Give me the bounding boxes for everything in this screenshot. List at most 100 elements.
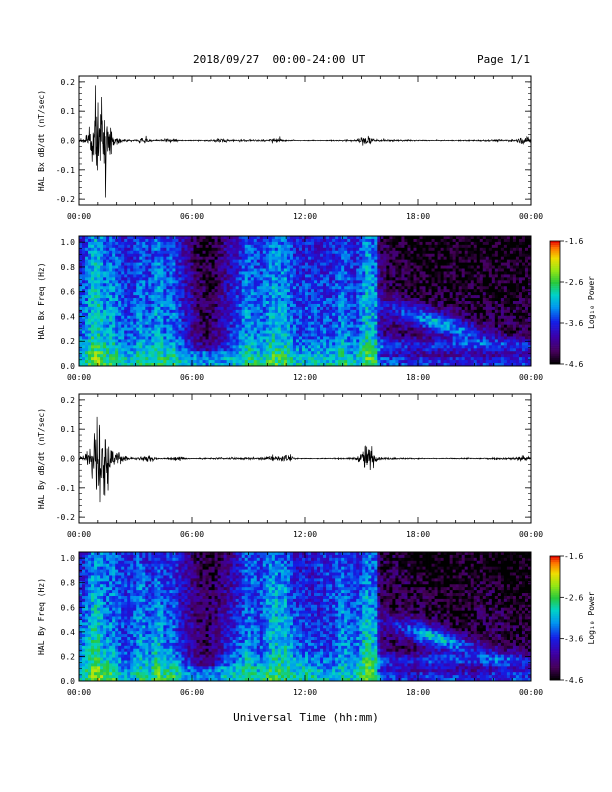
- heatmap-cell: [178, 271, 182, 275]
- heatmap-cell: [199, 274, 203, 278]
- heatmap-cell: [187, 327, 191, 331]
- heatmap-cell: [380, 321, 384, 326]
- heatmap-cell: [407, 321, 411, 326]
- heatmap-cell: [124, 351, 128, 355]
- heatmap-cell: [298, 339, 303, 343]
- heatmap-cell: [401, 345, 405, 349]
- heatmap-cell: [82, 363, 86, 367]
- heatmap-cell: [142, 348, 146, 352]
- heatmap-cell: [103, 259, 107, 263]
- heatmap-cell: [88, 348, 92, 352]
- heatmap-cell: [241, 348, 246, 352]
- heatmap-cell: [356, 265, 360, 269]
- heatmap-cell: [308, 315, 312, 320]
- heatmap-cell: [133, 286, 137, 290]
- heatmap-cell: [202, 333, 206, 337]
- heatmap-cell: [190, 345, 194, 349]
- heatmap-cell: [97, 342, 101, 346]
- heatmap-cell: [220, 312, 225, 317]
- heatmap-cell: [160, 348, 164, 352]
- heatmap-cell: [311, 345, 315, 349]
- heatmap-cell: [356, 345, 360, 349]
- heatmap-cell: [154, 289, 158, 293]
- heatmap-cell: [106, 342, 110, 346]
- heatmap-cell: [181, 301, 185, 305]
- heatmap-cell: [79, 354, 83, 358]
- heatmap-cell: [380, 283, 384, 287]
- heatmap-cell: [121, 292, 125, 296]
- heatmap-cell: [169, 292, 173, 296]
- heatmap-cell: [338, 315, 342, 320]
- heatmap-cell: [389, 330, 393, 334]
- heatmap-cell: [386, 312, 390, 317]
- heatmap-cell: [344, 262, 348, 266]
- heatmap-cell: [362, 265, 366, 269]
- heatmap-cell: [94, 262, 98, 266]
- heatmap-cell: [175, 354, 179, 358]
- heatmap-cell: [172, 286, 176, 290]
- heatmap-cell: [109, 244, 113, 249]
- heatmap-cell: [280, 286, 285, 290]
- heatmap-cell: [190, 333, 194, 337]
- heatmap-cell: [124, 259, 128, 263]
- heatmap-cell: [292, 241, 297, 246]
- heatmap-cell: [317, 283, 321, 287]
- heatmap-cell: [332, 259, 336, 263]
- heatmap-cell: [244, 360, 249, 364]
- heatmap-cell: [112, 345, 116, 349]
- heatmap-cell: [353, 333, 357, 337]
- heatmap-cell: [407, 259, 411, 263]
- heatmap-cell: [380, 339, 384, 343]
- heatmap-cell: [214, 309, 219, 314]
- heatmap-cell: [389, 241, 393, 246]
- heatmap-cell: [172, 312, 176, 317]
- heatmap-cell: [286, 330, 291, 334]
- heatmap-cell: [383, 289, 387, 293]
- heatmap-cell: [94, 283, 98, 287]
- heatmap-cell: [371, 301, 375, 305]
- heatmap-cell: [247, 265, 252, 269]
- heatmap-cell: [178, 256, 182, 261]
- heatmap-cell: [172, 321, 176, 326]
- heatmap-cell: [181, 236, 185, 240]
- heatmap-cell: [229, 357, 234, 361]
- heatmap-cell: [229, 271, 234, 275]
- heatmap-cell: [136, 303, 140, 308]
- heatmap-cell: [338, 298, 342, 302]
- heatmap-cell: [85, 324, 89, 328]
- heatmap-cell: [202, 336, 206, 340]
- heatmap-cell: [217, 357, 222, 361]
- heatmap-cell: [88, 268, 92, 272]
- heatmap-cell: [169, 247, 173, 252]
- heatmap-cell: [311, 271, 315, 275]
- heatmap-cell: [211, 306, 215, 311]
- heatmap-cell: [383, 327, 387, 331]
- heatmap-cell: [130, 268, 134, 272]
- heatmap-cell: [169, 309, 173, 314]
- heatmap-cell: [199, 292, 203, 296]
- heatmap-cell: [380, 303, 384, 308]
- heatmap-cell: [347, 244, 351, 249]
- heatmap-cell: [250, 336, 255, 340]
- heatmap-cell: [82, 345, 86, 349]
- heatmap-cell: [259, 295, 264, 299]
- heatmap-cell: [103, 298, 107, 302]
- heatmap-cell: [115, 336, 119, 340]
- heatmap-cell: [112, 330, 116, 334]
- heatmap-cell: [280, 360, 285, 364]
- heatmap-cell: [338, 289, 342, 293]
- heatmap-cell: [398, 244, 402, 249]
- heatmap-cell: [410, 283, 414, 287]
- heatmap-cell: [311, 262, 315, 266]
- heatmap-cell: [115, 339, 119, 343]
- heatmap-cell: [377, 360, 381, 364]
- heatmap-cell: [274, 333, 279, 337]
- heatmap-cell: [208, 360, 212, 364]
- heatmap-cell: [187, 301, 191, 305]
- heatmap-cell: [211, 342, 215, 346]
- heatmap-cell: [353, 262, 357, 266]
- heatmap-cell: [362, 236, 366, 240]
- heatmap-cell: [148, 324, 152, 328]
- heatmap-cell: [214, 321, 219, 326]
- heatmap-cell: [274, 345, 279, 349]
